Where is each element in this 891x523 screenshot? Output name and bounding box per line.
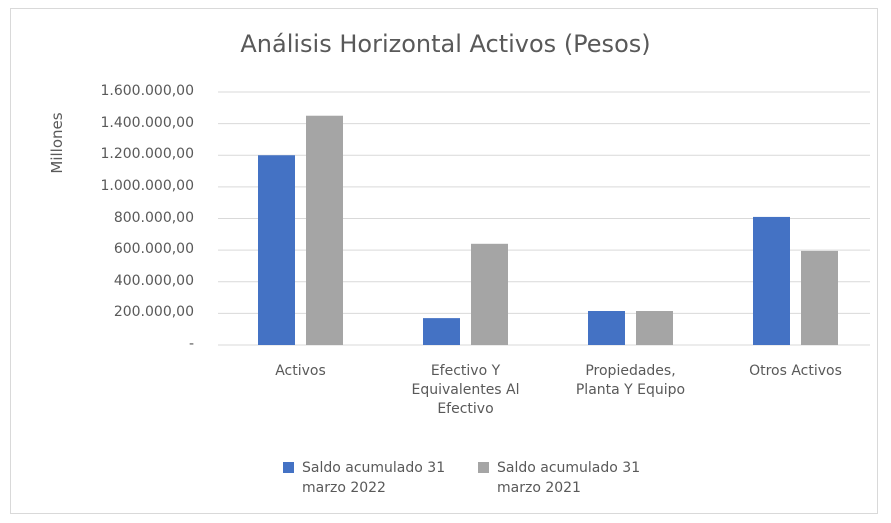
legend-label: Saldo acumulado 31 marzo 2021	[497, 460, 641, 496]
y-tick-label: 1.200.000,00	[100, 146, 194, 163]
bar	[588, 311, 625, 345]
y-tick-label: 1.600.000,00	[100, 83, 194, 99]
bar	[753, 216, 790, 345]
x-tick-label: Efectivo Y Equivalentes Al Efectivo	[411, 363, 520, 417]
x-tick-label: Otros Activos	[749, 363, 842, 379]
y-tick-label: -	[188, 336, 194, 352]
y-tick-label: 800.000,00	[113, 209, 194, 226]
bar	[258, 155, 295, 345]
bar	[306, 115, 343, 345]
x-tick-label: Activos	[275, 363, 326, 379]
bar	[423, 318, 460, 345]
x-tick-label: Propiedades, Planta Y Equipo	[575, 363, 686, 398]
legend-label: Saldo acumulado 31 marzo 2022	[302, 460, 446, 496]
bar	[471, 243, 508, 345]
y-tick-label: 1.400.000,00	[100, 114, 194, 131]
y-tick-label: 1.000.000,00	[100, 177, 194, 194]
legend-item: Saldo acumulado 31 marzo 2021	[478, 458, 657, 498]
legend-swatch	[283, 462, 294, 473]
bar	[801, 250, 838, 345]
y-tick-label: 200.000,00	[113, 304, 194, 321]
bar	[636, 311, 673, 345]
y-tick-label: 400.000,00	[113, 272, 194, 289]
y-tick-label: 600.000,00	[113, 241, 194, 258]
chart-title: Análisis Horizontal Activos (Pesos)	[240, 30, 651, 58]
legend-item: Saldo acumulado 31 marzo 2022	[283, 458, 462, 498]
chart-frame	[10, 8, 878, 514]
legend-swatch	[478, 462, 489, 473]
